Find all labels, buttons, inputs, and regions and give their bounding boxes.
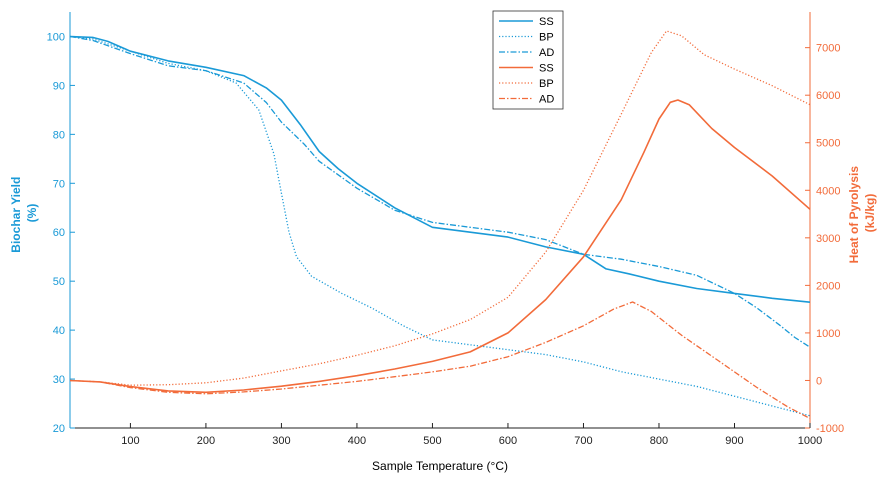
- x-tick-label: 700: [574, 435, 592, 447]
- right-y-tick-label: 6000: [816, 90, 840, 102]
- legend: SS BP AD SS BP AD: [492, 10, 564, 110]
- right-y-axis-title: Heat of Pyrolysis (kJ/kg): [847, 163, 877, 264]
- x-tick-label: 400: [348, 435, 366, 447]
- right-y-tick-label: 7000: [816, 43, 840, 55]
- series-line-ss-heat: [69, 99, 811, 394]
- right-y-tick-label: 0: [816, 375, 822, 387]
- left-y-axis-title-line-1: Biochar Yield: [9, 177, 23, 253]
- right-y-tick-label: 4000: [816, 185, 840, 197]
- left-y-tick-label: 100: [47, 31, 65, 43]
- left-y-tick-label: 60: [53, 227, 65, 239]
- left-y-axis-title: Biochar Yield (%): [9, 173, 39, 252]
- left-y-tick-label: 30: [53, 374, 65, 386]
- left-y-axis-title-line-2: (%): [25, 204, 39, 223]
- x-tick-label: 200: [197, 435, 215, 447]
- series-line-bp-heat: [69, 30, 811, 386]
- left-y-tick-label: 50: [53, 276, 65, 288]
- series-line-ad-heat: [69, 301, 811, 420]
- x-axis-title: Sample Temperature (°C): [372, 459, 508, 473]
- legend-entry-label: SS: [539, 63, 554, 75]
- series-line-ss-yield: [69, 35, 811, 303]
- right-y-axis-title-line-1: Heat of Pyrolysis: [847, 166, 861, 264]
- series-line-ad-yield: [69, 35, 811, 348]
- right-y-tick-label: 1000: [816, 328, 840, 340]
- legend-entry-label: AD: [539, 94, 554, 106]
- x-tick-label: 600: [499, 435, 517, 447]
- left-y-tick-label: 20: [53, 423, 65, 435]
- legend-box: [492, 10, 564, 110]
- right-y-tick-label: 2000: [816, 280, 840, 292]
- x-tick-label: 300: [272, 435, 290, 447]
- right-y-tick-label: 3000: [816, 233, 840, 245]
- x-tick-label: 900: [725, 435, 743, 447]
- series-lines: [69, 30, 811, 420]
- left-y-axis: 20 30 40 50 60 70 80 90 100: [47, 31, 75, 435]
- left-y-tick-label: 40: [53, 325, 65, 337]
- x-tick-label: 1000: [798, 435, 822, 447]
- right-y-axis: -1000 0 1000 2000 3000 4000 5000 6000 7000: [805, 43, 844, 435]
- x-tick-label: 100: [121, 435, 139, 447]
- legend-entry-label: BP: [539, 78, 554, 90]
- right-y-tick-label: 5000: [816, 138, 840, 150]
- left-y-tick-label: 90: [53, 80, 65, 92]
- legend-entry-label: BP: [539, 32, 554, 44]
- left-y-tick-label: 70: [53, 178, 65, 190]
- right-y-tick-label: -1000: [816, 423, 844, 435]
- x-tick-label: 500: [423, 435, 441, 447]
- left-y-tick-label: 80: [53, 129, 65, 141]
- x-tick-label: 800: [650, 435, 668, 447]
- legend-entry-label: AD: [539, 47, 554, 59]
- right-y-axis-title-line-2: (kJ/kg): [863, 194, 877, 233]
- x-axis: 100 200 300 400 500 600 700 800 900 1000: [121, 423, 822, 447]
- legend-entry-label: SS: [539, 16, 554, 28]
- plot-frame: [69, 12, 811, 429]
